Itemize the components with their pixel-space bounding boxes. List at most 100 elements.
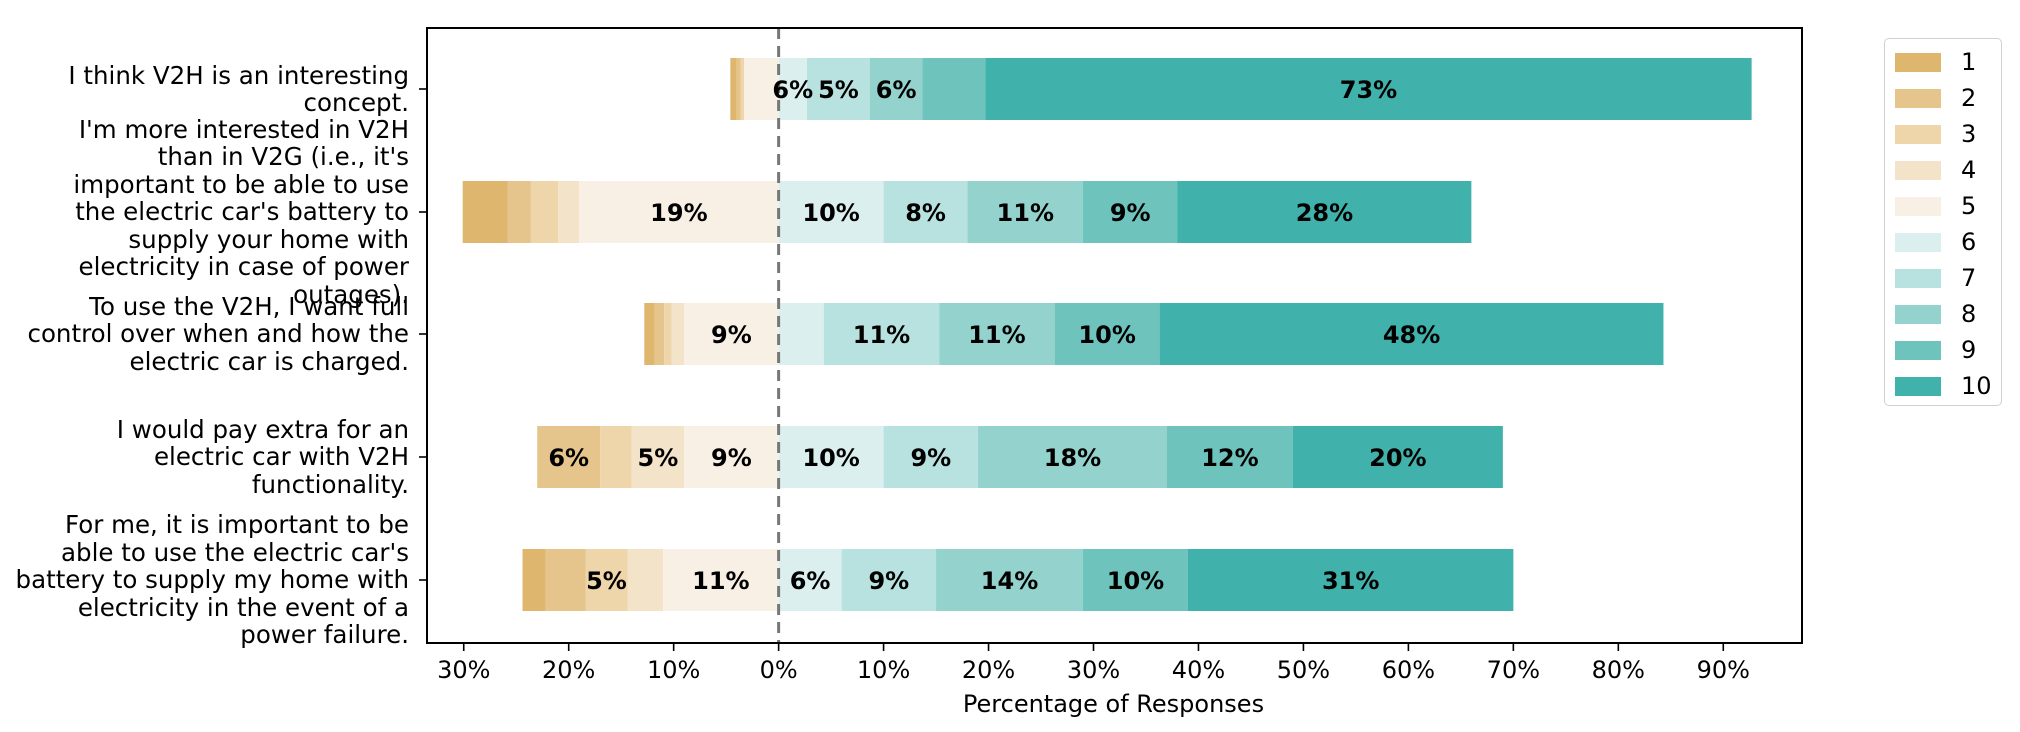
x-tick-label: 70%: [1487, 656, 1540, 684]
legend-swatch: [1895, 232, 1941, 252]
y-category-label: I would pay extra for an electric car wi…: [116, 414, 409, 499]
bar-segment-row1-rating1: [730, 58, 737, 120]
bar-segment-row5-rating6: [778, 549, 842, 611]
bar-segment-row4-rating6: [778, 426, 884, 488]
segment-label-row4-rating6: 10%: [802, 444, 859, 472]
legend-item-3: 3: [1895, 119, 1976, 149]
y-category-label: For me, it is important to be able to us…: [15, 510, 409, 650]
bars-group: [462, 58, 1752, 611]
segment-label-row3-rating9: 10%: [1078, 321, 1135, 349]
segment-label-row4-rating8: 18%: [1044, 444, 1101, 472]
bar-segment-row3-rating10: [1159, 303, 1664, 365]
bar-segment-row5-rating10: [1187, 549, 1514, 611]
y-category-label: I'm more interested in V2H than in V2G (…: [73, 114, 409, 309]
bar-segment-row3-rating8: [939, 303, 1055, 365]
segment-label-row4-rating5: 9%: [711, 444, 752, 472]
bar-segment-row2-rating1: [462, 181, 508, 243]
legend-item-10: 10: [1895, 371, 1992, 401]
legend: 1 2 3 4 5 6 7 8 9 10: [1884, 38, 2002, 406]
bar-segment-row5-rating3: [585, 549, 628, 611]
segment-label-row5-rating10: 31%: [1322, 567, 1379, 595]
x-tick-label: 20%: [542, 656, 595, 684]
segment-label-row2-rating10: 28%: [1296, 199, 1353, 227]
segment-label-row2-rating9: 9%: [1110, 199, 1151, 227]
bar-segment-row3-rating1: [644, 303, 655, 365]
legend-item-4: 4: [1895, 155, 1976, 185]
bar-segment-row5-rating1: [522, 549, 546, 611]
x-tick-label: 30%: [437, 656, 490, 684]
bar-segment-row2-rating10: [1177, 181, 1472, 243]
bar-segment-row1-rating7: [806, 58, 870, 120]
y-category-label: To use the V2H, I want full control over…: [27, 291, 409, 376]
segment-label-row5-rating7: 9%: [868, 567, 909, 595]
segment-label-row5-rating8: 14%: [981, 567, 1038, 595]
bar-segment-row4-rating5: [684, 426, 779, 488]
legend-label: 1: [1961, 48, 1977, 76]
segment-label-row1-rating10: 73%: [1340, 76, 1397, 104]
bar-segment-row1-rating6: [778, 58, 807, 120]
segment-label-row5-rating6: 6%: [790, 567, 831, 595]
legend-swatch: [1895, 196, 1941, 216]
legend-item-2: 2: [1895, 83, 1976, 113]
segment-label-row2-rating8: 11%: [997, 199, 1054, 227]
legend-item-1: 1: [1895, 47, 1976, 77]
segment-label-row5-rating9: 10%: [1107, 567, 1164, 595]
segment-label-row5-rating3: 5%: [586, 567, 627, 595]
bar-segment-row2-rating8: [967, 181, 1084, 243]
segment-label-row4-rating10: 20%: [1369, 444, 1426, 472]
x-tick-label: 40%: [1172, 656, 1225, 684]
bar-segment-row3-rating2: [654, 303, 665, 365]
segment-label-row4-rating2: 6%: [548, 444, 589, 472]
x-axis-ticks: 30% 20% 10% 0% 10% 20% 30% 40% 50% 60% 70% 80% 90%: [419, 88, 1750, 684]
bar-segment-row4-rating2: [537, 426, 601, 488]
segment-label-row1-rating6: 6%: [772, 76, 813, 104]
bar-segment-row3-rating5: [684, 303, 779, 365]
bar-segment-row3-rating6: [778, 303, 824, 365]
bar-segment-row4-rating4: [631, 426, 685, 488]
bar-segment-row2-rating5: [579, 181, 779, 243]
segment-label-row5-rating5: 11%: [692, 567, 749, 595]
legend-swatch: [1895, 52, 1941, 72]
legend-item-8: 8: [1895, 299, 1976, 329]
legend-label: 7: [1961, 264, 1977, 292]
legend-label: 10: [1961, 372, 1992, 400]
x-tick-label: 60%: [1382, 656, 1435, 684]
legend-label: 5: [1961, 192, 1977, 220]
legend-swatch: [1895, 376, 1941, 396]
bar-segment-row2-rating4: [558, 181, 580, 243]
bar-segment-row4-rating9: [1166, 426, 1293, 488]
bar-segment-row4-rating7: [883, 426, 979, 488]
x-axis-label: Percentage of Responses: [962, 690, 1265, 718]
bar-segment-row1-rating5: [743, 58, 779, 120]
legend-swatch: [1895, 304, 1941, 324]
bar-segment-row2-rating9: [1083, 181, 1178, 243]
bar-segment-row5-rating4: [627, 549, 664, 611]
legend-item-9: 9: [1895, 335, 1976, 365]
bar-segment-row1-rating8: [869, 58, 923, 120]
segment-label-row4-rating7: 9%: [910, 444, 951, 472]
bar-segment-row3-rating3: [664, 303, 672, 365]
legend-item-6: 6: [1895, 227, 1976, 257]
bar-segment-row5-rating8: [936, 549, 1084, 611]
bar-segment-row5-rating5: [663, 549, 779, 611]
legend-swatch: [1895, 340, 1941, 360]
bar-segment-row2-rating6: [778, 181, 884, 243]
x-tick-label: 30%: [1067, 656, 1120, 684]
legend-swatch: [1895, 124, 1941, 144]
segment-label-row2-rating5: 19%: [650, 199, 707, 227]
legend-label: 2: [1961, 84, 1977, 112]
segment-label-row3-rating8: 11%: [968, 321, 1025, 349]
legend-label: 3: [1961, 120, 1977, 148]
bar-segment-row4-rating8: [978, 426, 1167, 488]
y-category-label: I think V2H is an interesting concept.: [68, 60, 409, 117]
segment-labels: 6% 5% 6% 73%19% 10% 8% 11% 9% 28%9% 11% 11% 10% 48%6…: [548, 76, 1440, 595]
bar-segment-row5-rating9: [1083, 549, 1188, 611]
segment-label-row1-rating7: 5%: [818, 76, 859, 104]
x-tick-label: 80%: [1592, 656, 1645, 684]
x-tick-label: 20%: [962, 656, 1015, 684]
bar-segment-row1-rating9: [922, 58, 986, 120]
bar-segment-row5-rating2: [545, 549, 586, 611]
legend-label: 9: [1961, 336, 1977, 364]
segment-label-row3-rating7: 11%: [853, 321, 910, 349]
